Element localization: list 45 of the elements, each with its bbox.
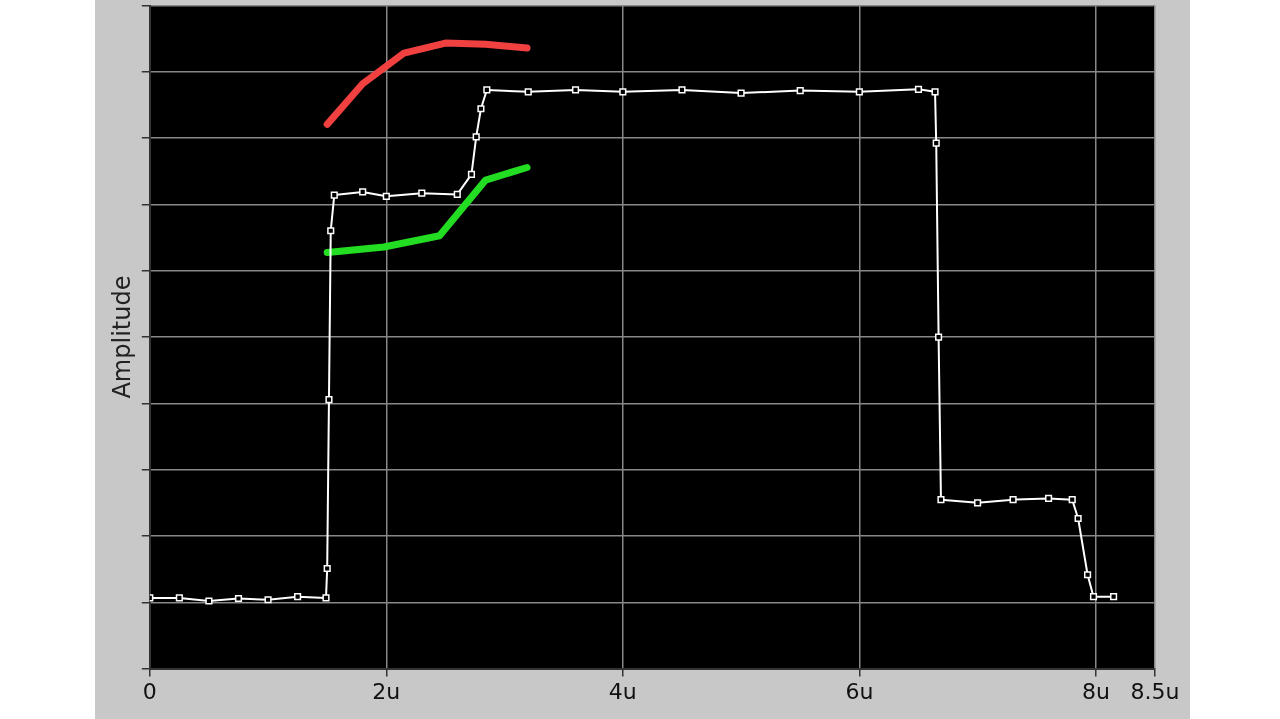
point xyxy=(325,396,333,404)
point xyxy=(524,88,532,96)
point xyxy=(472,133,480,141)
point xyxy=(234,594,243,603)
x-tick-label: 2u xyxy=(372,678,401,704)
x-tick-label: 8.5u xyxy=(1130,678,1180,704)
point xyxy=(359,188,367,196)
point xyxy=(796,87,804,95)
point xyxy=(1074,514,1082,523)
point xyxy=(1089,593,1098,601)
point xyxy=(330,191,338,199)
point xyxy=(935,333,943,341)
point xyxy=(418,189,426,197)
point xyxy=(205,597,213,605)
point xyxy=(974,499,982,507)
point xyxy=(264,596,272,604)
point xyxy=(932,139,940,147)
point xyxy=(737,89,745,97)
x-tick-label: 6u xyxy=(845,678,874,704)
point xyxy=(1110,593,1118,601)
point xyxy=(453,190,461,198)
point xyxy=(678,86,686,94)
point xyxy=(294,593,302,601)
point xyxy=(1068,496,1076,504)
point xyxy=(323,564,331,573)
point xyxy=(327,227,335,235)
x-tick-label: 8u xyxy=(1081,678,1110,704)
point xyxy=(931,88,939,96)
point xyxy=(571,86,580,94)
point xyxy=(175,594,183,602)
point xyxy=(1009,496,1017,504)
point xyxy=(382,192,390,200)
x-tick-label: 4u xyxy=(608,678,637,704)
x-tick-label: 0 xyxy=(142,678,157,704)
y-axis-title: Amplitude xyxy=(107,275,136,399)
point xyxy=(914,85,923,93)
point xyxy=(483,86,491,94)
point xyxy=(1084,571,1092,579)
point xyxy=(619,88,627,96)
point xyxy=(937,496,945,504)
point xyxy=(855,88,863,96)
point xyxy=(477,105,485,113)
point xyxy=(467,170,476,178)
point xyxy=(322,594,330,602)
point xyxy=(1044,494,1053,503)
